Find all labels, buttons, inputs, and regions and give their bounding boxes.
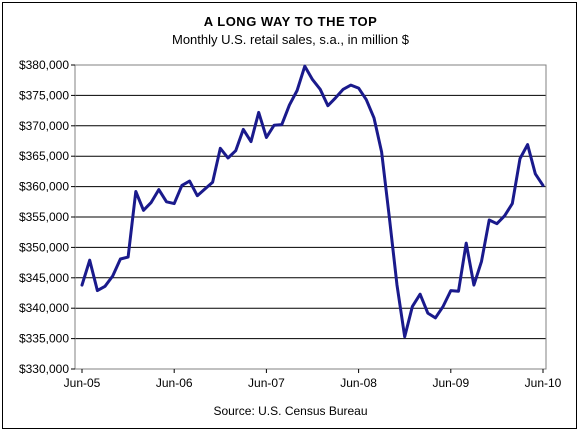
chart-title: A LONG WAY TO THE TOP xyxy=(203,14,378,29)
y-tick-label: $335,000 xyxy=(19,332,69,346)
y-tick-label: $355,000 xyxy=(19,210,69,224)
y-tick-label: $370,000 xyxy=(19,119,69,133)
y-tick-label: $340,000 xyxy=(19,301,69,315)
y-tick-label: $345,000 xyxy=(19,271,69,285)
y-tick-label: $350,000 xyxy=(19,240,69,254)
chart-subtitle: Monthly U.S. retail sales, s.a., in mill… xyxy=(172,32,409,47)
chart-frame xyxy=(2,2,577,429)
x-tick-label: Jun-10 xyxy=(525,376,562,390)
x-tick-label: Jun-06 xyxy=(156,376,193,390)
x-tick-label: Jun-05 xyxy=(64,376,101,390)
y-axis: $330,000 $335,000 $340,000 $345,000 $350,000… xyxy=(19,58,75,376)
y-tick-label: $375,000 xyxy=(19,88,69,102)
chart-source: Source: U.S. Census Bureau xyxy=(213,404,368,418)
x-tick-label: Jun-09 xyxy=(432,376,469,390)
y-tick-label: $360,000 xyxy=(19,180,69,194)
x-tick-label: Jun-07 xyxy=(248,376,285,390)
x-tick-label: Jun-08 xyxy=(340,376,377,390)
gridlines xyxy=(75,94,546,340)
y-tick-label: $380,000 xyxy=(19,58,69,72)
x-axis: Jun-05 Jun-06 Jun-07 Jun-08 Jun-09 Jun-10 xyxy=(64,369,562,390)
y-tick-label: $365,000 xyxy=(19,149,69,163)
series-line xyxy=(80,64,545,339)
y-tick-label: $330,000 xyxy=(19,362,69,376)
